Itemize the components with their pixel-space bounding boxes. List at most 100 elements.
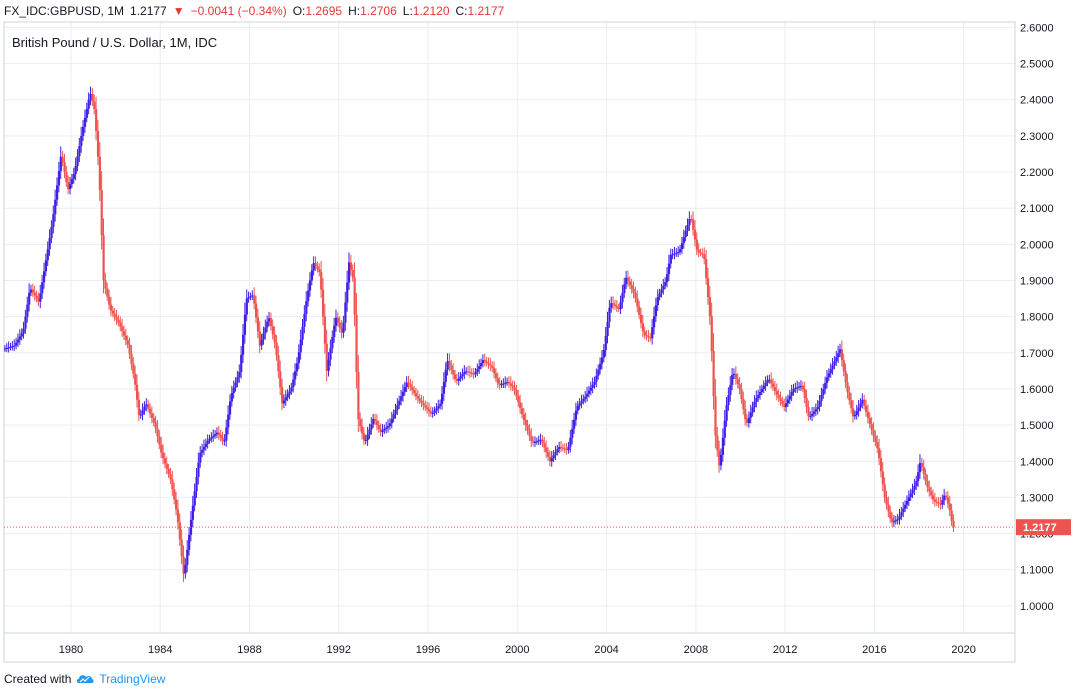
- candle-body: [69, 184, 72, 190]
- candle-body: [176, 509, 180, 523]
- open-label: O:: [292, 4, 306, 18]
- tradingview-brand-link[interactable]: TradingView: [99, 672, 166, 686]
- candle-body: [591, 384, 594, 388]
- candle-body: [612, 303, 615, 305]
- candle-body: [898, 516, 901, 520]
- y-tick-label: 1.3000: [1020, 492, 1054, 504]
- candle-body: [639, 314, 643, 324]
- candle-body: [318, 269, 321, 273]
- candle-body: [214, 434, 217, 436]
- candle-body: [757, 394, 760, 398]
- candle-body: [139, 414, 142, 416]
- candle-body: [701, 253, 704, 255]
- candle-body: [902, 508, 905, 513]
- candle-body: [26, 304, 29, 317]
- candle-body: [679, 249, 682, 253]
- candle-body: [381, 430, 384, 433]
- candle-body: [595, 375, 598, 382]
- candle-body: [100, 190, 103, 236]
- candle-body: [416, 396, 420, 399]
- candle-body: [115, 316, 118, 320]
- candle-body: [915, 481, 918, 486]
- candle-body: [478, 366, 481, 370]
- candle-body: [502, 383, 505, 385]
- candle-body: [305, 301, 308, 314]
- candle-body: [558, 446, 561, 450]
- candle-body: [361, 426, 364, 434]
- candle-body: [600, 357, 604, 364]
- candle-body: [238, 371, 241, 378]
- candle-body: [41, 282, 44, 294]
- candle-body: [894, 520, 897, 522]
- y-tick-label: 1.0000: [1020, 601, 1054, 613]
- candle-body: [615, 306, 619, 308]
- last-price-marker: 1.2177: [4, 519, 1071, 536]
- candle-body: [831, 365, 834, 370]
- candle-body: [751, 407, 754, 413]
- candle-body: [420, 400, 423, 403]
- candle-body: [108, 296, 111, 305]
- candle-body: [65, 172, 68, 183]
- candle-body: [725, 405, 728, 421]
- candle-body: [617, 307, 620, 310]
- candle-body: [208, 438, 211, 441]
- candle-body: [651, 327, 654, 339]
- candle-body: [401, 391, 405, 397]
- candle-body: [742, 399, 745, 410]
- candle-body: [307, 290, 310, 302]
- candle-body: [31, 289, 35, 293]
- candle-body: [905, 501, 909, 505]
- candle-body: [638, 306, 641, 315]
- symbol-label[interactable]: FX_IDC:GBPUSD, 1M: [4, 4, 125, 18]
- price-chart[interactable]: British Pound / U.S. Dollar, 1M, IDC 1.0…: [0, 0, 1075, 670]
- candle-body: [463, 371, 466, 375]
- candle-body: [446, 360, 449, 370]
- candle-body: [113, 313, 116, 317]
- candle-body: [587, 390, 591, 394]
- candle-body: [539, 439, 542, 441]
- candle-body: [310, 270, 314, 281]
- candle-body: [662, 285, 665, 290]
- candle-body: [814, 409, 818, 412]
- candle-body: [74, 166, 77, 175]
- candle-body: [442, 381, 446, 394]
- candle-body: [546, 452, 550, 457]
- candle-body: [740, 388, 743, 400]
- candle-body: [827, 373, 831, 378]
- candle-body: [269, 318, 273, 327]
- candle-body: [195, 476, 198, 492]
- candle-body: [634, 292, 637, 299]
- candle-body: [626, 277, 630, 282]
- candle-body: [926, 480, 929, 488]
- candle-body: [589, 387, 592, 391]
- candle-body: [78, 145, 81, 156]
- candle-body: [868, 417, 871, 424]
- candle-body: [669, 255, 672, 264]
- candle-body: [251, 295, 254, 297]
- candle-body: [481, 360, 485, 364]
- candle-body: [158, 436, 161, 445]
- candle-body: [427, 409, 431, 412]
- candle-body: [163, 458, 167, 464]
- candle-body: [150, 413, 154, 418]
- candle-body: [424, 405, 427, 408]
- candle-body: [608, 307, 611, 322]
- candle-body: [180, 539, 183, 557]
- candle-body: [922, 466, 925, 474]
- candle-body: [275, 342, 278, 356]
- candle-body: [487, 363, 490, 365]
- candle-body: [256, 317, 260, 332]
- candle-body: [204, 443, 207, 447]
- low-label: L:: [402, 4, 413, 18]
- candle-body: [597, 369, 600, 376]
- candle-body: [221, 437, 224, 441]
- candle-body: [193, 491, 196, 506]
- candle-body: [409, 384, 412, 388]
- candle-body: [3, 348, 7, 350]
- candle-body: [705, 259, 708, 279]
- last-price-badge: [1016, 519, 1071, 536]
- candle-body: [667, 263, 671, 275]
- candle-body: [433, 410, 436, 413]
- candle-body: [643, 331, 646, 336]
- candle-body: [548, 456, 552, 462]
